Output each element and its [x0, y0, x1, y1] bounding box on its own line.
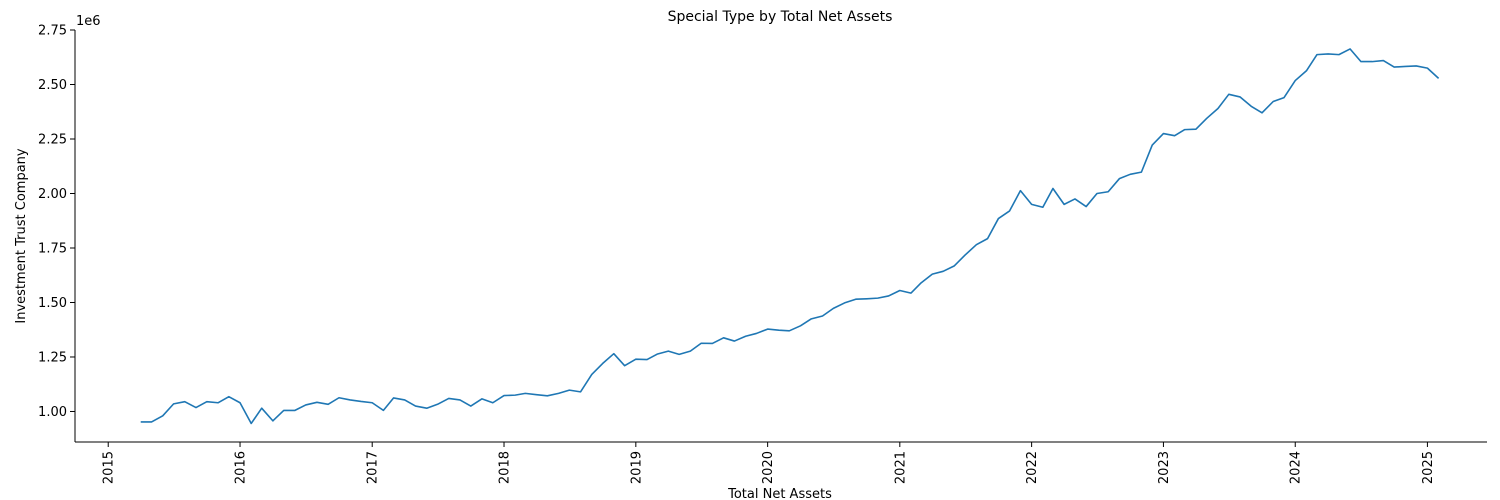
x-tick-label: 2019	[629, 451, 644, 484]
y-tick-label: 1.25	[38, 350, 67, 365]
y-axis-ticks: 1.00 1.25 1.50 1.75 2.00 2.25 2.50 2.75	[38, 24, 75, 420]
x-axis-label: Total Net Assets	[727, 487, 832, 500]
y-tick-label: 1.00	[38, 405, 67, 420]
x-tick-label: 2015	[102, 451, 117, 484]
series-line	[140, 48, 1440, 425]
y-tick-label: 2.50	[38, 78, 67, 93]
x-tick-label: 2022	[1025, 451, 1040, 484]
y-offset-label: 1e6	[76, 14, 101, 29]
x-tick-label: 2024	[1289, 451, 1304, 484]
y-axis-label: Investment Trust Company	[14, 148, 29, 324]
y-tick-label: 2.25	[38, 132, 67, 147]
x-tick-label: 2018	[498, 451, 513, 484]
chart-title: Special Type by Total Net Assets	[668, 9, 893, 25]
y-tick-label: 2.75	[38, 24, 67, 39]
y-tick-label: 1.75	[38, 241, 67, 256]
x-axis-ticks: 2015 2016 2017 2018 2019 2020 2021 2022 2023 2024…	[102, 442, 1436, 484]
x-tick-label: 2016	[234, 451, 249, 484]
x-tick-label: 2023	[1157, 451, 1172, 484]
x-tick-label: 2025	[1421, 451, 1436, 484]
y-tick-label: 1.50	[38, 296, 67, 311]
y-tick-label: 2.00	[38, 187, 67, 202]
x-tick-label: 2020	[761, 451, 776, 484]
x-tick-label: 2017	[366, 451, 381, 484]
x-tick-label: 2021	[893, 451, 908, 484]
